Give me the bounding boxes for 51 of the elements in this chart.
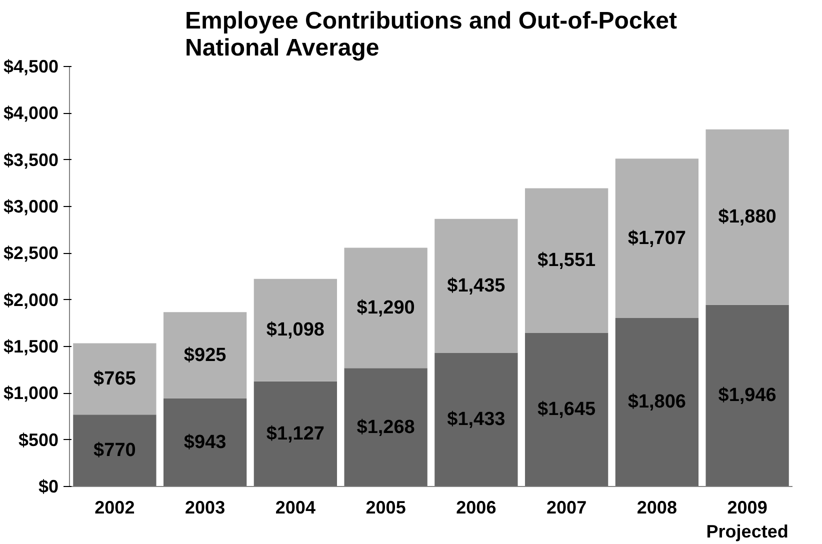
y-tick-label: $3,500 bbox=[3, 150, 59, 170]
data-label: $1,946 bbox=[718, 385, 776, 406]
bar bbox=[254, 278, 338, 382]
x-tick-label: 2003 bbox=[185, 498, 226, 518]
x-tick-label: 2002 bbox=[94, 498, 135, 518]
data-label: $1,435 bbox=[447, 275, 506, 296]
x-tick-label: 2008 bbox=[636, 498, 677, 518]
data-label: $1,127 bbox=[266, 423, 325, 444]
bar bbox=[163, 398, 247, 486]
bar bbox=[524, 188, 608, 333]
y-tick-label: $4,500 bbox=[3, 56, 59, 76]
bar bbox=[163, 312, 247, 398]
data-label: $1,098 bbox=[266, 320, 325, 341]
y-tick-label: $2,500 bbox=[3, 243, 59, 264]
bar bbox=[73, 343, 156, 415]
data-label: $925 bbox=[184, 344, 227, 366]
data-label: $1,290 bbox=[356, 297, 415, 318]
data-label: $1,645 bbox=[538, 399, 596, 420]
x-tick-label: 2004 bbox=[275, 498, 316, 518]
bar bbox=[706, 304, 789, 486]
y-tick-label: $500 bbox=[18, 430, 59, 450]
bar bbox=[524, 332, 608, 486]
bar bbox=[344, 368, 428, 486]
bar bbox=[615, 318, 699, 486]
data-label: $1,268 bbox=[356, 416, 415, 438]
y-tick-label: $2,000 bbox=[3, 290, 59, 310]
bar bbox=[706, 129, 789, 305]
y-tick-label: $1,500 bbox=[3, 336, 59, 356]
data-label: $765 bbox=[94, 368, 136, 390]
data-label: $1,880 bbox=[718, 206, 776, 228]
data-label: $770 bbox=[94, 440, 136, 462]
data-label: $1,707 bbox=[628, 228, 686, 249]
data-label: $1,551 bbox=[538, 250, 596, 272]
bar bbox=[73, 414, 156, 486]
y-tick-label: $1,000 bbox=[3, 383, 59, 404]
data-label: $1,806 bbox=[628, 392, 686, 413]
y-tick-label: $0 bbox=[38, 476, 59, 496]
bar bbox=[344, 248, 428, 368]
data-label: $943 bbox=[184, 432, 226, 453]
chart-title: Employee Contributions and Out-of-Pocket National Average bbox=[184, 8, 678, 62]
bar bbox=[434, 352, 518, 486]
y-tick-label: $3,000 bbox=[3, 196, 59, 216]
bar bbox=[615, 158, 699, 318]
bar bbox=[434, 218, 518, 353]
x-tick-label: 2007 bbox=[546, 498, 587, 518]
bar bbox=[254, 381, 338, 486]
y-tick-label: $4,000 bbox=[3, 103, 59, 124]
x-tick-label: 2009 Projected bbox=[706, 498, 788, 542]
x-tick-label: 2005 bbox=[366, 498, 406, 518]
x-tick-label: 2006 bbox=[456, 498, 496, 518]
data-label: $1,433 bbox=[447, 409, 506, 430]
